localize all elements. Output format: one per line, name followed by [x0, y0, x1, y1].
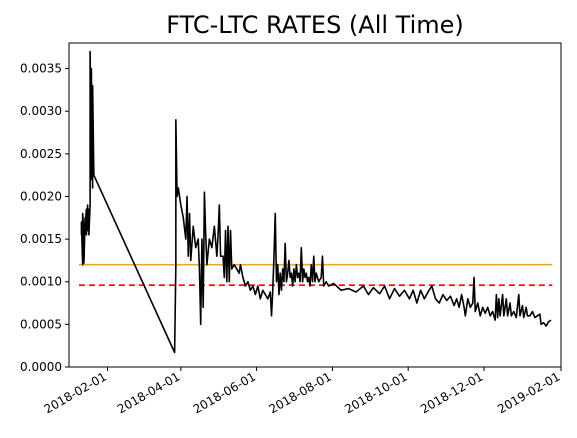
series-layer: [80, 50, 552, 354]
y-tick-label: 0.0030: [20, 104, 62, 118]
y-axis: 0.0000 0.0005 0.0010 0.0015 0.0020 0.0025 0.00…: [20, 62, 69, 374]
plot-frame: [68, 42, 562, 368]
x-tick-label: 2019-02-01: [495, 369, 562, 416]
y-tick-label: 0.0005: [20, 317, 62, 331]
y-tick-label: 0.0000: [20, 360, 62, 374]
chart-title: FTC-LTC RATES (All Time): [166, 11, 464, 39]
x-axis: 2018-02-01 2018-04-01 2018-06-01 2018-08-01…: [42, 367, 563, 416]
x-tick-label: 2018-06-01: [191, 369, 258, 416]
x-tick-label: 2018-12-01: [418, 369, 485, 416]
y-tick-label: 0.0015: [20, 232, 62, 246]
series-line-0: [80, 50, 552, 354]
x-tick-label: 2018-08-01: [266, 369, 333, 416]
y-tick-label: 0.0010: [20, 275, 62, 289]
x-tick-label: 2018-10-01: [342, 369, 409, 416]
y-tick-label: 0.0035: [20, 62, 62, 76]
y-tick-label: 0.0025: [20, 147, 62, 161]
y-tick-label: 0.0020: [20, 189, 62, 203]
x-tick-label: 2018-02-01: [42, 369, 109, 416]
x-tick-label: 2018-04-01: [115, 369, 182, 416]
